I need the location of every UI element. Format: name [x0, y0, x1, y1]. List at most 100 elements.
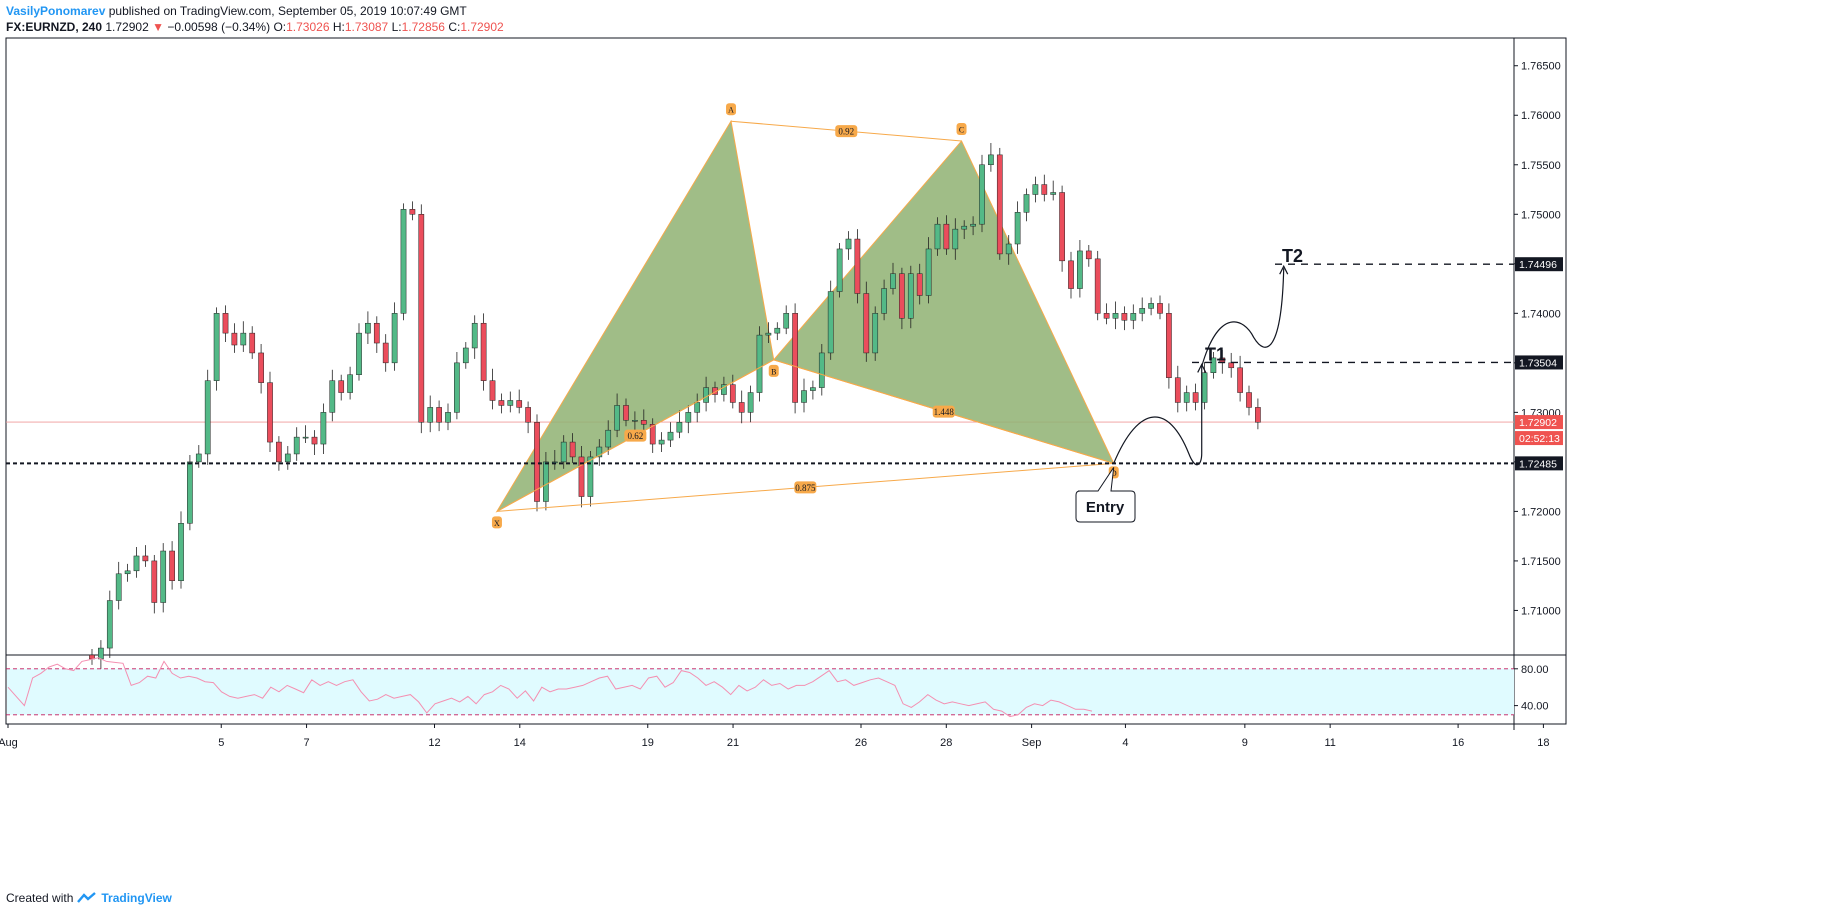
candle-body: [569, 441, 576, 458]
candle-body: [988, 154, 994, 166]
candle-body: [1255, 407, 1261, 423]
price-tick-label: 1.75500: [1521, 160, 1561, 172]
price-tick-label: 1.76500: [1521, 61, 1561, 73]
candle-body: [427, 407, 434, 423]
candle-body: [365, 322, 371, 334]
symbol-label: FX:EURNZD, 240: [6, 20, 103, 34]
pattern-point-label: A: [728, 106, 734, 115]
open-value: 1.73026: [286, 20, 330, 34]
tradingview-brand[interactable]: TradingView: [101, 891, 172, 905]
ratio-badge: [835, 125, 858, 138]
time-tick-label: 14: [514, 737, 526, 749]
candle-body: [1059, 192, 1065, 262]
ratio-label: 0.875: [795, 483, 816, 493]
candle-body: [525, 407, 531, 423]
price-tick-label: 1.72000: [1521, 506, 1561, 518]
candle-body: [854, 238, 861, 294]
candle-body: [454, 362, 460, 413]
time-tick-label: 19: [642, 737, 654, 749]
candle-body: [890, 273, 896, 289]
created-with-text: Created with: [6, 891, 74, 905]
t1-arrowhead-icon: [1197, 363, 1207, 373]
price-tick-label: 1.75000: [1521, 209, 1561, 221]
candle-body: [462, 347, 469, 364]
time-tick-label: 7: [303, 737, 309, 749]
publish-info: VasilyPonomarev published on TradingView…: [6, 4, 467, 18]
candle-body: [195, 453, 202, 463]
candle-body: [1139, 308, 1146, 314]
close-value: 1.72902: [460, 20, 504, 34]
candle-body: [204, 380, 211, 455]
candle-body: [1005, 243, 1012, 255]
candle-body: [925, 248, 932, 296]
candle-body: [356, 332, 362, 375]
candle-body: [516, 400, 523, 408]
candle-body: [605, 429, 612, 448]
candle-body: [338, 380, 345, 393]
price-tick-label: 1.71500: [1521, 556, 1561, 568]
pattern-point-badge: [726, 103, 737, 116]
entry-price-tag-bg: [1515, 456, 1563, 471]
candle-body: [729, 384, 736, 403]
candle-body: [640, 420, 647, 425]
candle-body: [1094, 258, 1101, 314]
time-tick-label: 11: [1324, 737, 1335, 749]
candle-body: [881, 288, 887, 314]
author-name[interactable]: VasilyPonomarev: [6, 4, 106, 18]
rsi-line: [7, 657, 1093, 718]
candle-body: [302, 436, 309, 439]
candle-body: [258, 352, 264, 383]
candle-body: [382, 342, 389, 364]
candle-body: [1014, 212, 1021, 245]
current-price-tag-bg: [1515, 415, 1563, 430]
countdown-tag: 02:52:13: [1519, 433, 1560, 445]
candle-body: [409, 209, 416, 215]
candle-body: [721, 384, 727, 395]
time-tick-label: 21: [727, 737, 739, 749]
candle-body: [1085, 250, 1092, 260]
chart-frame: [5, 37, 1567, 725]
ratio-label: 1.448: [934, 407, 955, 417]
candle-body: [783, 313, 790, 329]
candle-body: [961, 225, 968, 230]
candle-body: [818, 352, 825, 388]
candle-body: [694, 402, 701, 413]
pattern-point-label: C: [959, 125, 964, 134]
current-price-tag: 1.72902: [1519, 417, 1557, 429]
candle-body: [1157, 303, 1163, 314]
candle-body: [756, 334, 763, 393]
candle-body: [1183, 392, 1190, 403]
candle-body: [658, 439, 665, 445]
candle-body: [284, 453, 291, 463]
ratio-label: 0.62: [627, 431, 643, 441]
candle-body: [587, 456, 594, 497]
candle-body: [623, 405, 629, 421]
projection-path: [1113, 268, 1285, 466]
candle-body: [240, 332, 247, 346]
candle-body: [649, 423, 656, 445]
t2-price-tag-bg: [1515, 257, 1563, 272]
publish-text: published on TradingView.com, September …: [108, 4, 467, 18]
candle-body: [293, 436, 300, 455]
candle-body: [738, 402, 745, 413]
candle-body: [543, 461, 549, 502]
close-label: C:: [448, 20, 461, 34]
candle-body: [187, 461, 193, 524]
candle-body: [1228, 362, 1235, 369]
ratio-badge: [794, 481, 817, 494]
candle-body: [810, 387, 816, 391]
candle-body: [1032, 184, 1039, 195]
candle-body: [178, 523, 184, 581]
time-tick-label: 12: [428, 737, 440, 749]
candle-body: [418, 214, 425, 423]
candle-body: [836, 248, 843, 292]
candle-body: [445, 412, 451, 423]
candle-body: [480, 322, 487, 381]
candle-body: [774, 327, 781, 334]
open-label: O:: [273, 20, 287, 34]
candle-body: [560, 441, 567, 463]
time-tick-label: Sep: [1022, 737, 1042, 749]
candle-body: [142, 555, 149, 562]
low-value: 1.72856: [401, 20, 445, 34]
